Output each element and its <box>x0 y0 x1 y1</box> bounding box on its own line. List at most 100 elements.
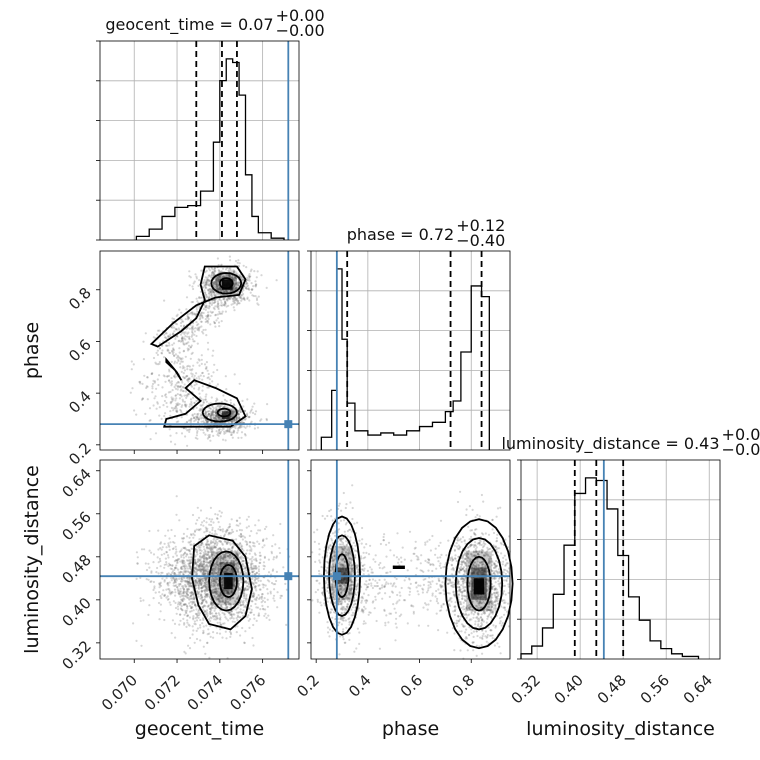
scatter-point <box>241 278 244 281</box>
scatter-point <box>163 542 166 545</box>
scatter-point <box>217 302 220 305</box>
scatter-point <box>180 339 183 342</box>
scatter-point <box>177 603 180 606</box>
scatter-point <box>219 287 222 291</box>
scatter-point <box>223 601 226 605</box>
scatter-point <box>166 595 169 598</box>
scatter-point <box>225 607 228 610</box>
scatter-point <box>210 427 213 430</box>
scatter-point <box>178 357 181 360</box>
scatter-point <box>198 538 201 541</box>
scatter-point <box>203 584 206 587</box>
scatter-point <box>248 275 251 278</box>
scatter-point <box>200 412 203 415</box>
scatter-point <box>219 561 223 564</box>
scatter-point <box>167 349 170 352</box>
scatter-point <box>205 306 208 309</box>
scatter-point <box>204 411 207 414</box>
scatter-point <box>166 348 169 351</box>
scatter-point <box>167 379 170 382</box>
scatter-point <box>233 270 236 273</box>
scatter-point <box>217 416 220 419</box>
scatter-point <box>244 417 247 420</box>
scatter-point <box>229 532 232 535</box>
scatter-point <box>245 518 249 521</box>
scatter-point <box>185 585 188 588</box>
scatter-point <box>206 321 210 324</box>
scatter-point <box>194 584 197 587</box>
scatter-point <box>253 545 256 548</box>
scatter-point <box>198 359 201 362</box>
scatter-point <box>206 316 209 319</box>
scatter-point <box>275 279 278 282</box>
scatter-point <box>188 562 192 565</box>
scatter-point <box>175 550 178 553</box>
scatter-point <box>211 410 214 413</box>
scatter-point <box>182 537 185 540</box>
scatter-point <box>224 300 227 303</box>
scatter-point <box>202 398 205 401</box>
scatter-point <box>172 349 175 352</box>
scatter-point <box>168 589 171 593</box>
scatter-point <box>171 350 174 353</box>
scatter-point <box>211 550 215 553</box>
scatter-point <box>218 510 221 513</box>
scatter-point <box>191 338 194 341</box>
scatter-point <box>214 416 217 420</box>
scatter-point <box>186 527 189 531</box>
scatter-point <box>180 555 183 559</box>
scatter-point <box>215 414 218 417</box>
scatter-point <box>200 414 203 417</box>
scatter-point <box>237 290 240 293</box>
scatter-point <box>194 273 197 276</box>
scatter-point <box>213 281 216 284</box>
scatter-point <box>237 582 240 585</box>
scatter-point <box>198 364 201 367</box>
scatter-point <box>214 418 217 421</box>
scatter-point <box>189 572 192 575</box>
scatter-point <box>203 279 206 282</box>
scatter-point <box>213 299 216 302</box>
scatter-point <box>141 397 144 400</box>
scatter-point <box>229 296 232 299</box>
scatter-point <box>197 421 200 424</box>
scatter-point <box>226 600 230 603</box>
scatter-point <box>174 353 177 356</box>
scatter-point <box>185 559 189 562</box>
scatter-point <box>176 589 180 592</box>
scatter-point <box>224 554 227 557</box>
scatter-point <box>221 561 224 564</box>
scatter-point <box>199 408 203 411</box>
scatter-point <box>176 335 179 338</box>
scatter-point <box>190 605 193 608</box>
scatter-point <box>140 398 144 401</box>
scatter-point <box>146 398 149 401</box>
scatter-point <box>248 415 251 419</box>
scatter-point <box>204 579 207 582</box>
scatter-point <box>182 331 185 334</box>
scatter-point <box>175 567 178 570</box>
scatter-point <box>168 545 171 548</box>
scatter-point <box>196 361 199 364</box>
scatter-point <box>199 594 202 597</box>
scatter-point <box>252 595 255 598</box>
scatter-point <box>205 295 208 298</box>
scatter-point <box>187 317 190 320</box>
scatter-point <box>254 295 257 298</box>
scatter-point <box>199 562 202 565</box>
scatter-point <box>236 549 239 552</box>
scatter-point <box>229 617 232 620</box>
scatter-point <box>227 566 230 569</box>
scatter-point <box>168 368 171 371</box>
scatter-point <box>174 328 177 331</box>
scatter-point <box>186 588 189 591</box>
scatter-point <box>177 380 180 384</box>
scatter-point <box>244 599 247 602</box>
scatter-point <box>237 265 241 268</box>
scatter-point <box>236 596 239 600</box>
scatter-point <box>187 364 190 367</box>
scatter-point <box>202 571 205 574</box>
scatter-point <box>232 271 236 274</box>
scatter-point <box>176 313 179 316</box>
scatter-point <box>165 546 168 549</box>
